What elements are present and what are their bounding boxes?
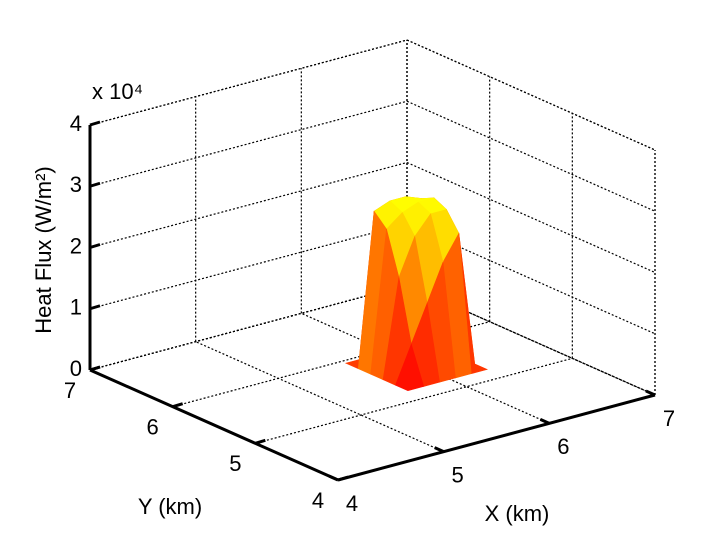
grid-line bbox=[255, 357, 573, 444]
x-axis bbox=[337, 393, 656, 482]
y-axis-label: Y (km) bbox=[138, 494, 202, 519]
y-axis bbox=[89, 368, 339, 482]
grid-line bbox=[89, 284, 408, 371]
z-tick-label: 1 bbox=[70, 295, 82, 320]
grid-line bbox=[406, 161, 656, 274]
z-tick bbox=[89, 304, 101, 311]
surface-patch bbox=[395, 343, 425, 391]
z-tick-label: 3 bbox=[70, 172, 82, 197]
z-tick bbox=[89, 365, 101, 372]
x-tick bbox=[645, 389, 656, 397]
z-tick bbox=[89, 243, 101, 249]
z-tick-label: 0 bbox=[70, 356, 82, 381]
y-tick-label: 6 bbox=[147, 414, 159, 439]
x-tick bbox=[328, 474, 339, 482]
y-tick-label: 4 bbox=[312, 488, 324, 513]
y-tick bbox=[337, 475, 349, 482]
z-tick bbox=[89, 181, 101, 188]
grid-line bbox=[406, 284, 656, 396]
y-tick bbox=[254, 438, 266, 445]
grid-line bbox=[89, 100, 408, 187]
x-tick-label: 7 bbox=[663, 406, 675, 431]
grid-line bbox=[89, 39, 408, 126]
y-tick-label: 7 bbox=[64, 378, 76, 403]
grid-line bbox=[195, 341, 444, 453]
x-tick bbox=[539, 417, 550, 425]
x-tick-label: 4 bbox=[346, 491, 358, 516]
y-tick bbox=[172, 402, 184, 409]
grid-line bbox=[406, 100, 656, 212]
x-tick-label: 6 bbox=[557, 434, 569, 459]
z-tick-label: 2 bbox=[70, 233, 82, 258]
x-axis-label: X (km) bbox=[485, 501, 550, 526]
x-tick bbox=[434, 446, 445, 454]
grid-line bbox=[89, 223, 408, 310]
z-tick-label: 4 bbox=[70, 111, 82, 136]
z-tick bbox=[89, 120, 101, 127]
grid-line bbox=[406, 39, 656, 151]
grid-line bbox=[89, 161, 408, 249]
grid-line bbox=[301, 312, 550, 424]
z-axis-label: Heat Flux (W/m²) bbox=[31, 166, 56, 333]
z-exponent: x 10⁴ bbox=[92, 79, 143, 104]
x-tick-label: 5 bbox=[452, 462, 464, 487]
y-tick-label: 5 bbox=[229, 451, 241, 476]
